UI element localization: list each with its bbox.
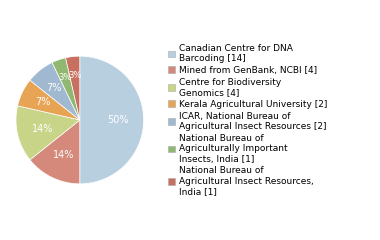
Text: 50%: 50%: [108, 115, 129, 125]
Text: 14%: 14%: [32, 124, 53, 133]
Text: 3%: 3%: [68, 71, 81, 80]
Text: 7%: 7%: [35, 97, 50, 107]
Wedge shape: [17, 80, 80, 120]
Wedge shape: [52, 58, 80, 120]
Text: 7%: 7%: [46, 83, 62, 93]
Wedge shape: [30, 62, 80, 120]
Wedge shape: [66, 56, 80, 120]
Wedge shape: [30, 120, 80, 184]
Text: 14%: 14%: [52, 150, 74, 160]
Legend: Canadian Centre for DNA
Barcoding [14], Mined from GenBank, NCBI [4], Centre for: Canadian Centre for DNA Barcoding [14], …: [168, 44, 327, 196]
Wedge shape: [16, 106, 80, 160]
Wedge shape: [80, 56, 144, 184]
Text: 3%: 3%: [59, 73, 72, 82]
